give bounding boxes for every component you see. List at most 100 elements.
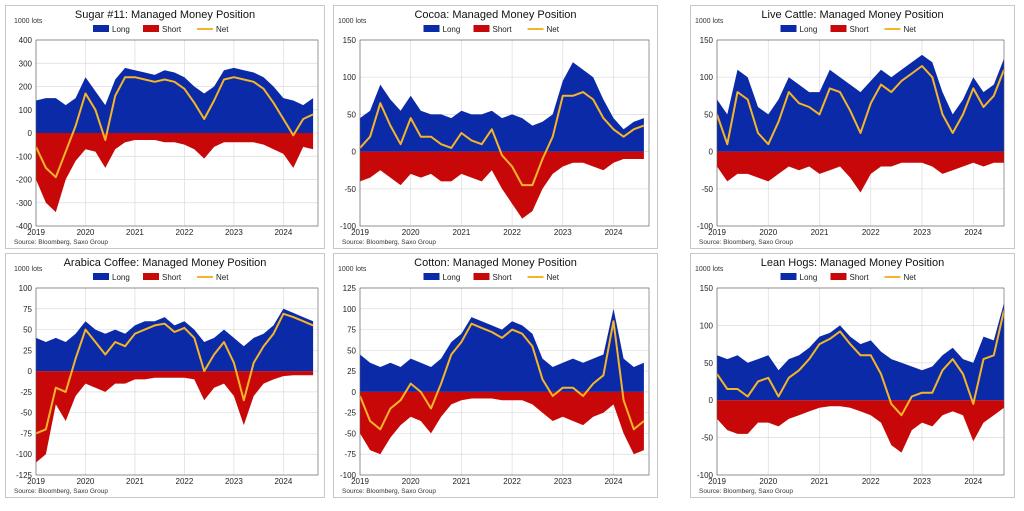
legend-label-long: Long — [800, 25, 818, 34]
legend-swatch-long — [93, 25, 109, 32]
source-note: Source: Bloomberg, Saxo Group — [14, 239, 108, 246]
series-short-area — [36, 371, 314, 463]
x-tick-label: 2019 — [351, 228, 369, 237]
plot-frame — [716, 287, 1005, 476]
legend-swatch-short — [473, 25, 490, 32]
unit-label: 1000 lots — [14, 266, 43, 273]
cotton-chart-svg: Cotton: Managed Money Position 1000 lots L… — [338, 257, 650, 495]
y-tick-label: 100 — [19, 284, 33, 293]
y-tick-label: 50 — [704, 359, 713, 368]
x-tick-label: 2022 — [862, 477, 880, 486]
plot-frame — [359, 39, 650, 227]
y-tick-label: 150 — [700, 284, 714, 293]
legend-label-short: Short — [162, 273, 182, 282]
plot-frame — [359, 287, 650, 476]
x-tick-label: 2024 — [605, 228, 623, 237]
chart-panel-hogs: Lean Hogs: Managed Money Position 1000 lo… — [690, 253, 1015, 498]
series-short-area — [717, 400, 1004, 453]
unit-label: 1000 lots — [14, 18, 43, 25]
legend-swatch-short — [830, 273, 847, 280]
series-long-area — [360, 308, 644, 392]
y-tick-label: -50 — [344, 185, 356, 194]
legend-label-short: Short — [850, 25, 870, 34]
y-tick-label: -50 — [701, 434, 713, 443]
legend-label-long: Long — [443, 273, 461, 282]
series-short-area — [36, 133, 314, 213]
y-tick-label: 200 — [19, 83, 33, 92]
legend-label-net: Net — [904, 25, 917, 34]
legend-swatch-long — [93, 273, 109, 280]
series-long-area — [36, 67, 314, 133]
y-tick-label: -50 — [344, 429, 356, 438]
legend-label-long: Long — [112, 25, 130, 34]
y-tick-label: -25 — [344, 409, 356, 418]
y-tick-label: 300 — [19, 59, 33, 68]
y-tick-label: -100 — [340, 222, 357, 231]
y-tick-label: 100 — [700, 321, 714, 330]
series-net-line — [716, 65, 1005, 146]
x-tick-label: 2024 — [274, 477, 292, 486]
x-tick-label: 2022 — [503, 477, 521, 486]
chart-title: Arabica Coffee: Managed Money Position — [64, 257, 267, 269]
plot-frame — [35, 287, 319, 476]
arabica-chart-svg: Arabica Coffee: Managed Money Position 10… — [14, 257, 319, 495]
plot-frame — [35, 39, 319, 227]
series-net-line — [35, 312, 314, 435]
legend: Long Short Net — [780, 25, 917, 34]
x-tick-label: 2022 — [503, 228, 521, 237]
series-short-area — [717, 151, 1004, 193]
chart-panel-cattle: Live Cattle: Managed Money Position 1000 … — [690, 5, 1015, 249]
y-tick-label: -200 — [16, 176, 33, 185]
legend-swatch-short — [830, 25, 847, 32]
x-tick-label: 2023 — [554, 477, 572, 486]
y-tick-label: 0 — [709, 396, 714, 405]
x-tick-label: 2020 — [759, 477, 777, 486]
y-tick-label: -50 — [20, 409, 32, 418]
x-tick-label: 2019 — [708, 477, 726, 486]
chart-title: Cocoa: Managed Money Position — [414, 9, 576, 21]
source-note: Source: Bloomberg, Saxo Group — [699, 488, 793, 495]
legend-label-short: Short — [493, 25, 513, 34]
hogs-chart-svg: Lean Hogs: Managed Money Position 1000 lo… — [695, 257, 1005, 495]
y-tick-label: 0 — [709, 148, 714, 157]
x-tick-label: 2019 — [351, 477, 369, 486]
legend-swatch-long — [423, 25, 440, 32]
series-net-line — [35, 76, 314, 179]
legend-label-long: Long — [443, 25, 461, 34]
legend-swatch-long — [780, 25, 797, 32]
chart-title: Cotton: Managed Money Position — [414, 257, 577, 269]
legend-label-long: Long — [800, 273, 818, 282]
x-tick-label: 2021 — [126, 228, 144, 237]
legend: Long Short Net — [423, 273, 560, 282]
legend-label-net: Net — [547, 25, 560, 34]
x-tick-label: 2022 — [862, 228, 880, 237]
y-tick-label: 50 — [347, 346, 356, 355]
unit-label: 1000 lots — [338, 18, 367, 25]
chart-panel-cotton: Cotton: Managed Money Position 1000 lots L… — [333, 253, 658, 498]
y-tick-label: -125 — [16, 471, 33, 480]
source-note: Source: Bloomberg, Saxo Group — [699, 239, 793, 246]
series-short-area — [360, 151, 644, 219]
x-tick-label: 2022 — [176, 477, 194, 486]
source-note: Source: Bloomberg, Saxo Group — [14, 488, 108, 495]
chart-panel-cocoa: Cocoa: Managed Money Position 1000 lots Lo… — [333, 5, 658, 249]
legend: Long Short Net — [780, 273, 917, 282]
y-tick-label: -100 — [697, 222, 714, 231]
x-tick-label: 2023 — [225, 228, 243, 237]
x-tick-label: 2021 — [126, 477, 144, 486]
x-tick-label: 2023 — [225, 477, 243, 486]
x-tick-label: 2022 — [176, 228, 194, 237]
legend: Long Short Net — [93, 273, 229, 282]
y-tick-label: 100 — [19, 106, 33, 115]
legend-swatch-long — [780, 273, 797, 280]
cattle-chart-svg: Live Cattle: Managed Money Position 1000 … — [695, 9, 1005, 246]
y-tick-label: 0 — [352, 148, 357, 157]
legend-label-long: Long — [112, 273, 130, 282]
series-net-line — [716, 310, 1005, 417]
x-tick-label: 2020 — [77, 228, 95, 237]
x-tick-label: 2020 — [402, 228, 420, 237]
series-net-line — [359, 320, 645, 431]
y-tick-label: -75 — [20, 429, 32, 438]
x-tick-label: 2024 — [964, 228, 982, 237]
legend-swatch-short — [143, 273, 159, 280]
